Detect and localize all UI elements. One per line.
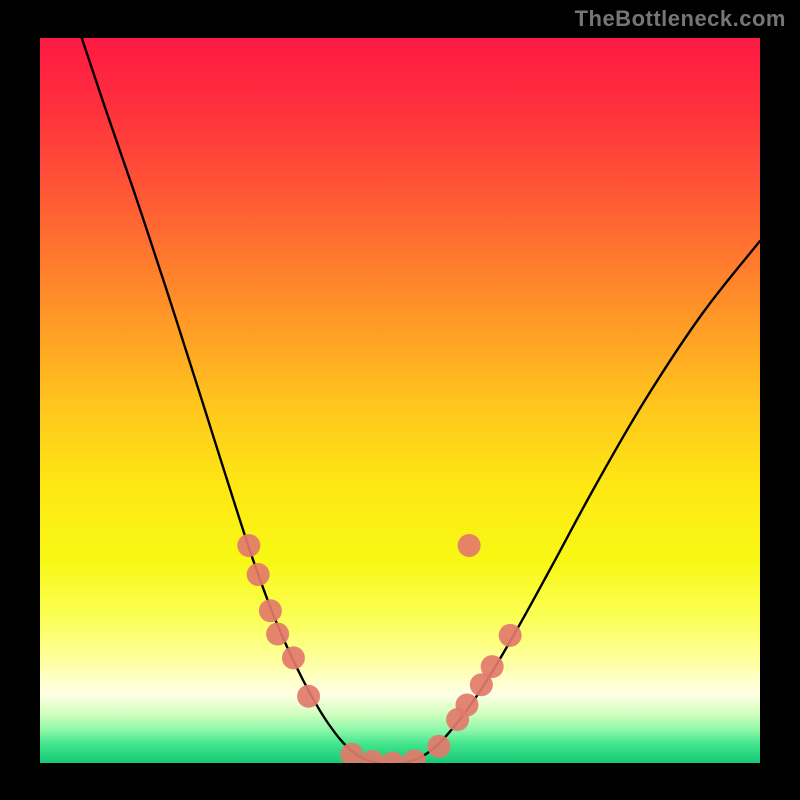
curve-overlay bbox=[40, 38, 760, 763]
data-marker bbox=[340, 743, 363, 763]
data-marker bbox=[247, 563, 270, 586]
marker-group bbox=[237, 534, 521, 763]
data-marker bbox=[259, 599, 282, 622]
plot-area bbox=[40, 38, 760, 763]
watermark-text: TheBottleneck.com bbox=[575, 6, 786, 32]
data-marker bbox=[381, 752, 404, 764]
data-marker bbox=[282, 646, 305, 669]
data-marker bbox=[297, 685, 320, 708]
data-marker bbox=[403, 749, 426, 763]
chart-frame: TheBottleneck.com bbox=[0, 0, 800, 800]
v-curve-path bbox=[82, 38, 760, 763]
data-marker bbox=[237, 534, 260, 557]
data-marker bbox=[499, 624, 522, 647]
data-marker bbox=[455, 694, 478, 717]
data-marker bbox=[481, 655, 504, 678]
data-marker bbox=[266, 622, 289, 645]
data-marker bbox=[427, 735, 450, 758]
data-marker bbox=[361, 750, 384, 763]
data-marker bbox=[458, 534, 481, 557]
